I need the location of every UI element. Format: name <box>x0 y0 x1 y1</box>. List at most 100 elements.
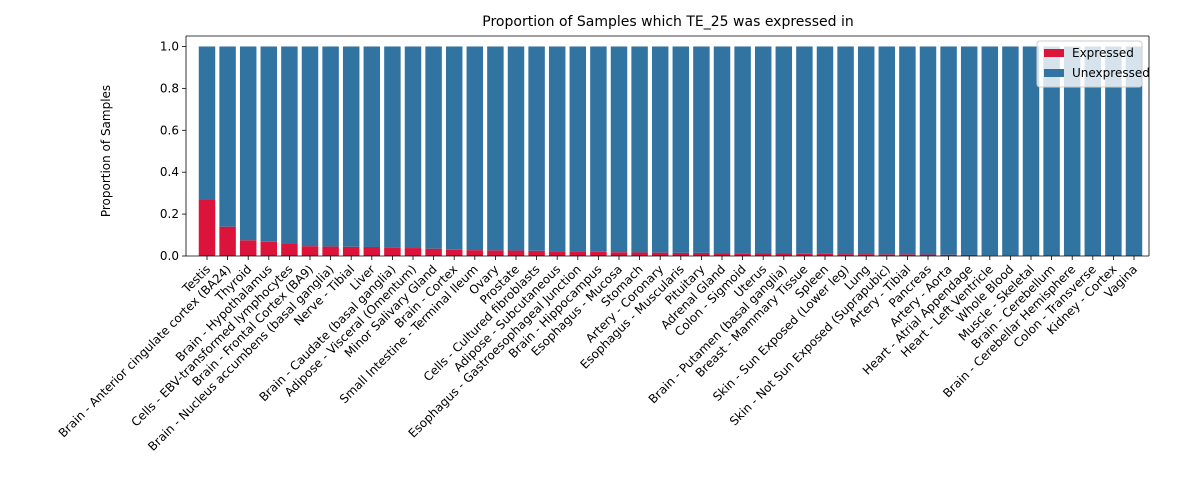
bar-expressed-19 <box>590 251 607 256</box>
y-tick-label: 0.8 <box>160 81 179 95</box>
bar-unexpressed-14 <box>487 46 504 251</box>
bar-unexpressed-33 <box>878 46 896 255</box>
bar-expressed-21 <box>631 252 648 256</box>
bar-expressed-2 <box>239 240 257 256</box>
bar-unexpressed-44 <box>1105 46 1122 256</box>
bar-unexpressed-20 <box>610 46 628 253</box>
bar-unexpressed-40 <box>1022 46 1040 256</box>
bar-expressed-31 <box>837 254 854 256</box>
bar-unexpressed-41 <box>1043 46 1060 256</box>
bar-unexpressed-26 <box>734 46 751 254</box>
bar-unexpressed-13 <box>466 46 484 251</box>
bar-unexpressed-0 <box>198 46 216 200</box>
bar-unexpressed-28 <box>775 46 793 254</box>
bar-expressed-8 <box>363 246 381 256</box>
bar-expressed-23 <box>672 252 690 256</box>
bar-unexpressed-15 <box>507 46 525 251</box>
bar-unexpressed-45 <box>1125 46 1143 256</box>
y-tick-label: 1.0 <box>160 39 179 53</box>
bar-expressed-33 <box>878 254 896 256</box>
bar-unexpressed-25 <box>713 46 731 254</box>
bar-unexpressed-6 <box>322 46 339 247</box>
bar-unexpressed-39 <box>1002 46 1019 256</box>
legend-swatch-unexpressed <box>1044 69 1064 77</box>
legend-label-expressed: Expressed <box>1072 46 1134 60</box>
bar-expressed-25 <box>713 253 731 256</box>
axes <box>185 35 1150 257</box>
bar-unexpressed-7 <box>342 46 360 247</box>
bar-expressed-34 <box>899 254 916 256</box>
bar-expressed-1 <box>219 226 236 256</box>
bar-unexpressed-5 <box>301 46 319 247</box>
bar-unexpressed-8 <box>363 46 381 247</box>
bar-unexpressed-17 <box>548 46 566 252</box>
bar-unexpressed-35 <box>919 46 937 255</box>
bar-expressed-6 <box>322 246 339 256</box>
bar-unexpressed-11 <box>425 46 442 249</box>
bar-expressed-38 <box>981 255 999 256</box>
bar-expressed-0 <box>198 199 216 256</box>
bar-unexpressed-31 <box>837 46 854 255</box>
bar-unexpressed-18 <box>569 46 587 252</box>
bar-unexpressed-23 <box>672 46 690 253</box>
bar-expressed-7 <box>342 246 360 256</box>
y-tick-label: 0.4 <box>160 165 179 179</box>
bar-expressed-13 <box>466 250 484 256</box>
y-axis-label: Proportion of Samples <box>99 85 113 217</box>
bar-unexpressed-9 <box>384 46 401 248</box>
bar-unexpressed-2 <box>239 46 257 241</box>
bar-unexpressed-16 <box>528 46 545 251</box>
bar-unexpressed-30 <box>816 46 834 254</box>
bar-expressed-20 <box>610 252 628 256</box>
bar-unexpressed-36 <box>940 46 957 255</box>
bars <box>198 46 1143 256</box>
bar-expressed-16 <box>528 250 545 256</box>
bar-unexpressed-22 <box>651 46 669 253</box>
bar-unexpressed-37 <box>960 46 978 255</box>
bar-expressed-3 <box>260 241 278 256</box>
bar-unexpressed-4 <box>281 46 298 244</box>
y-ticks: 0.0 0.2 0.4 0.6 0.8 1.0 <box>160 39 186 263</box>
bar-unexpressed-19 <box>590 46 607 252</box>
bar-unexpressed-24 <box>693 46 710 253</box>
bar-expressed-15 <box>507 250 525 256</box>
bar-expressed-27 <box>754 253 772 256</box>
bar-expressed-4 <box>281 243 298 256</box>
bar-expressed-30 <box>816 253 834 256</box>
bar-unexpressed-38 <box>981 46 999 256</box>
bar-expressed-24 <box>693 252 710 256</box>
bar-expressed-12 <box>445 249 463 256</box>
bar-expressed-10 <box>404 248 422 256</box>
legend-label-unexpressed: Unexpressed <box>1072 66 1150 80</box>
y-tick-label: 0.0 <box>160 249 179 263</box>
bar-expressed-9 <box>384 247 401 256</box>
bar-expressed-11 <box>425 248 442 256</box>
bar-expressed-32 <box>857 254 875 256</box>
bar-expressed-26 <box>734 253 751 256</box>
legend-swatch-expressed <box>1044 49 1064 57</box>
bar-expressed-36 <box>940 254 957 256</box>
bar-unexpressed-3 <box>260 46 278 242</box>
bar-expressed-28 <box>775 253 793 256</box>
bar-unexpressed-43 <box>1084 46 1102 256</box>
bar-expressed-14 <box>487 250 504 256</box>
y-tick-label: 0.6 <box>160 123 179 137</box>
bar-unexpressed-27 <box>754 46 772 254</box>
bar-expressed-29 <box>796 253 813 256</box>
bar-expressed-18 <box>569 251 587 256</box>
bar-expressed-37 <box>960 254 978 256</box>
bar-expressed-22 <box>651 252 669 256</box>
bar-expressed-5 <box>301 246 319 256</box>
bar-expressed-17 <box>548 251 566 256</box>
chart-title: Proportion of Samples which TE_25 was ex… <box>482 14 853 30</box>
bar-expressed-35 <box>919 254 937 256</box>
bar-unexpressed-10 <box>404 46 422 249</box>
legend: Expressed Unexpressed <box>1036 40 1150 88</box>
y-tick-label: 0.2 <box>160 207 179 221</box>
bar-unexpressed-34 <box>899 46 916 255</box>
bar-unexpressed-32 <box>857 46 875 255</box>
bar-unexpressed-12 <box>445 46 463 250</box>
bar-unexpressed-29 <box>796 46 813 254</box>
